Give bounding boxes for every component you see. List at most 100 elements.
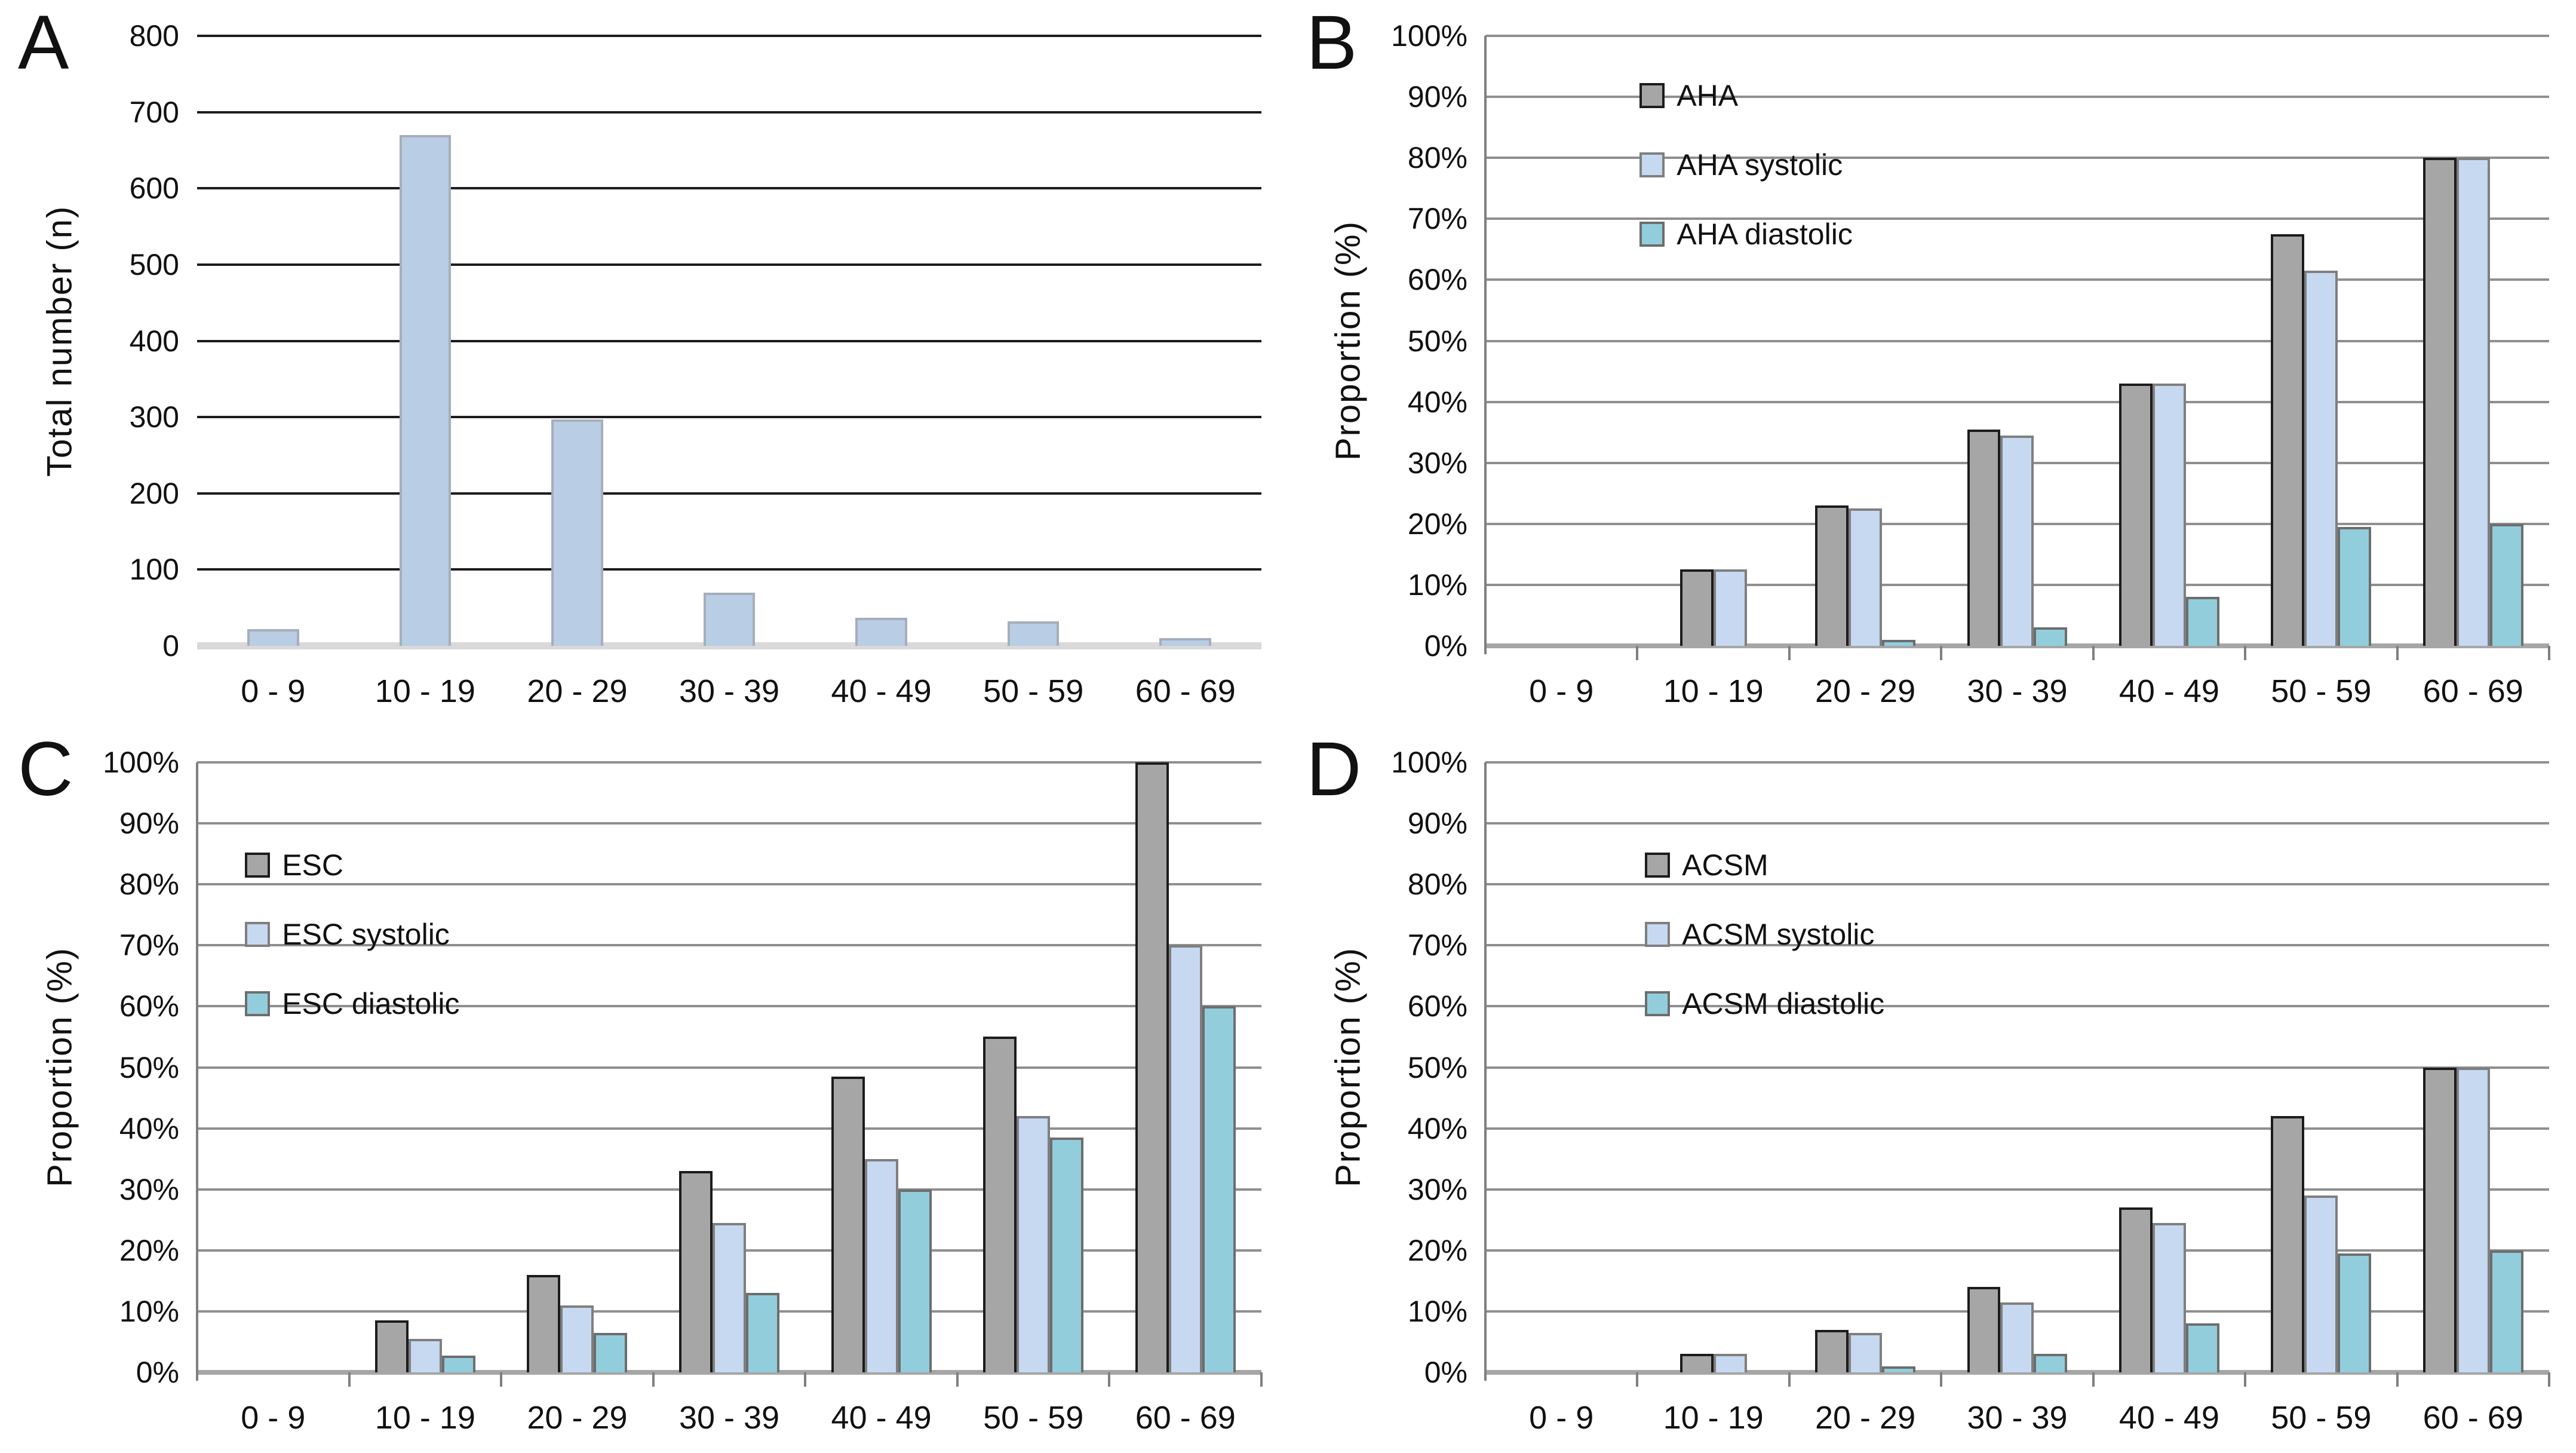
bar: [2304, 271, 2338, 646]
gridline: [197, 1188, 1261, 1191]
bar: [1967, 429, 2001, 646]
y-tick-label: 700: [129, 95, 179, 129]
bar: [1202, 1006, 1236, 1372]
bar: [864, 1158, 898, 1372]
x-tick-label: 60 - 69: [1135, 673, 1236, 709]
bar: [374, 1320, 409, 1372]
x-axis-category-labels: 0 - 9 10 - 19 20 - 29 30 - 39 40 - 49 50 - 59…: [197, 673, 1261, 715]
bar-group: [2245, 36, 2397, 646]
bar: [551, 419, 603, 646]
legend-swatch-icon: [245, 921, 271, 947]
bar-group: [805, 762, 957, 1372]
bar-group: [197, 36, 349, 646]
legend-label: AHA diastolic: [1677, 217, 1853, 252]
x-axis-baseline: [1485, 643, 2549, 648]
bar: [247, 629, 299, 646]
y-tick-label: 90%: [1407, 807, 1467, 841]
gridline: [197, 492, 1261, 495]
bar: [2338, 526, 2372, 646]
bar: [746, 1293, 780, 1372]
bar: [2456, 1067, 2490, 1372]
x-tick-label: 0 - 9: [1529, 1400, 1594, 1436]
bar: [399, 134, 452, 646]
y-axis-tick-labels: 100% 90% 80% 70% 60% 50% 40% 30% 20% 10% 0%: [1288, 746, 1467, 1389]
gridline: [197, 35, 1261, 37]
x-axis-tick-mark: [1940, 1372, 1943, 1387]
y-tick-label: 80%: [119, 867, 179, 902]
y-tick-label: 40%: [119, 1111, 179, 1145]
y-tick-label: 80%: [1407, 141, 1467, 175]
y-tick-label: 500: [129, 247, 179, 281]
gridline: [197, 339, 1261, 342]
legend-item: ESC systolic: [245, 917, 459, 952]
bar: [1017, 1116, 1051, 1372]
x-tick-label: 50 - 59: [2271, 673, 2372, 709]
bar: [2034, 627, 2068, 646]
x-tick-label: 0 - 9: [1529, 673, 1594, 709]
x-axis-category-labels: 0 - 9 10 - 19 20 - 29 30 - 39 40 - 49 50 - 59…: [1485, 1399, 2549, 1441]
x-tick-label: 20 - 29: [527, 673, 628, 709]
bar-group: [1485, 36, 1637, 646]
y-tick-label: 0%: [136, 1356, 179, 1389]
gridline: [1485, 35, 2549, 37]
legend-item: AHA: [1639, 78, 1853, 113]
gridline: [1485, 761, 2549, 764]
bar-group: [2397, 36, 2549, 646]
x-axis-tick-mark: [2396, 1372, 2399, 1387]
y-axis-line: [1484, 36, 1487, 654]
bar: [2000, 1302, 2034, 1372]
y-tick-label: 10%: [119, 1294, 179, 1328]
bar: [1882, 1366, 1915, 1372]
bar: [408, 1338, 442, 1372]
gridline: [197, 111, 1261, 114]
y-tick-label: 30%: [1407, 446, 1467, 480]
x-tick-label: 60 - 69: [2423, 673, 2523, 709]
bar-group: [1485, 762, 1637, 1372]
x-axis-tick-mark: [1788, 1372, 1791, 1387]
y-tick-label: 60%: [1407, 989, 1467, 1023]
x-axis-tick-mark: [1788, 646, 1791, 660]
y-tick-label: 400: [129, 324, 179, 358]
gridline: [197, 761, 1261, 764]
bar-group: [653, 36, 806, 646]
bar-group: [1941, 762, 2093, 1372]
bar-group: [501, 36, 653, 646]
x-axis-tick-mark: [1940, 646, 1943, 660]
y-axis-tick-labels: 100% 90% 80% 70% 60% 50% 40% 30% 20% 10% 0%: [1288, 19, 1467, 663]
bar: [2338, 1253, 2372, 1372]
x-axis-tick-mark: [1260, 1372, 1263, 1387]
bar: [1815, 1329, 1849, 1372]
y-tick-label: 0%: [1424, 1356, 1467, 1389]
gridline: [1485, 944, 2549, 947]
panel-a: A Total number (n) 800 700 600 500 400 300 200…: [0, 0, 1288, 726]
bar-group: [2245, 762, 2397, 1372]
bar: [679, 1171, 713, 1372]
bar: [1849, 1332, 1883, 1372]
gridline: [1485, 278, 2549, 281]
bar: [2423, 1067, 2457, 1372]
x-tick-label: 40 - 49: [2118, 1400, 2219, 1436]
bar: [703, 592, 756, 646]
bar: [2118, 1207, 2153, 1372]
gridline: [1485, 1249, 2549, 1252]
legend-item: AHA systolic: [1639, 148, 1853, 182]
x-axis-tick-mark: [956, 1372, 959, 1387]
bar: [1050, 1137, 1084, 1372]
legend-swatch-icon: [1645, 921, 1671, 947]
gridline: [197, 568, 1261, 571]
bar-group: [805, 36, 957, 646]
y-tick-label: 10%: [1407, 568, 1467, 602]
x-tick-label: 30 - 39: [1967, 1400, 2068, 1436]
gridline: [197, 944, 1261, 947]
bar: [855, 617, 907, 646]
y-axis-tick-labels: 100% 90% 80% 70% 60% 50% 40% 30% 20% 10% 0%: [0, 746, 179, 1389]
bar: [527, 1274, 561, 1372]
bar: [1967, 1287, 2001, 1372]
x-axis-tick-mark: [2092, 1372, 2095, 1387]
gridline: [197, 1005, 1261, 1008]
x-axis-category-labels: 0 - 9 10 - 19 20 - 29 30 - 39 40 - 49 50 - 59…: [1485, 673, 2549, 715]
legend-item: AHA diastolic: [1639, 217, 1853, 252]
x-tick-label: 30 - 39: [1967, 673, 2068, 709]
plot-area: AHA AHA systolic AHA diastolic: [1484, 35, 2550, 660]
panel-letter-a: A: [18, 0, 69, 85]
